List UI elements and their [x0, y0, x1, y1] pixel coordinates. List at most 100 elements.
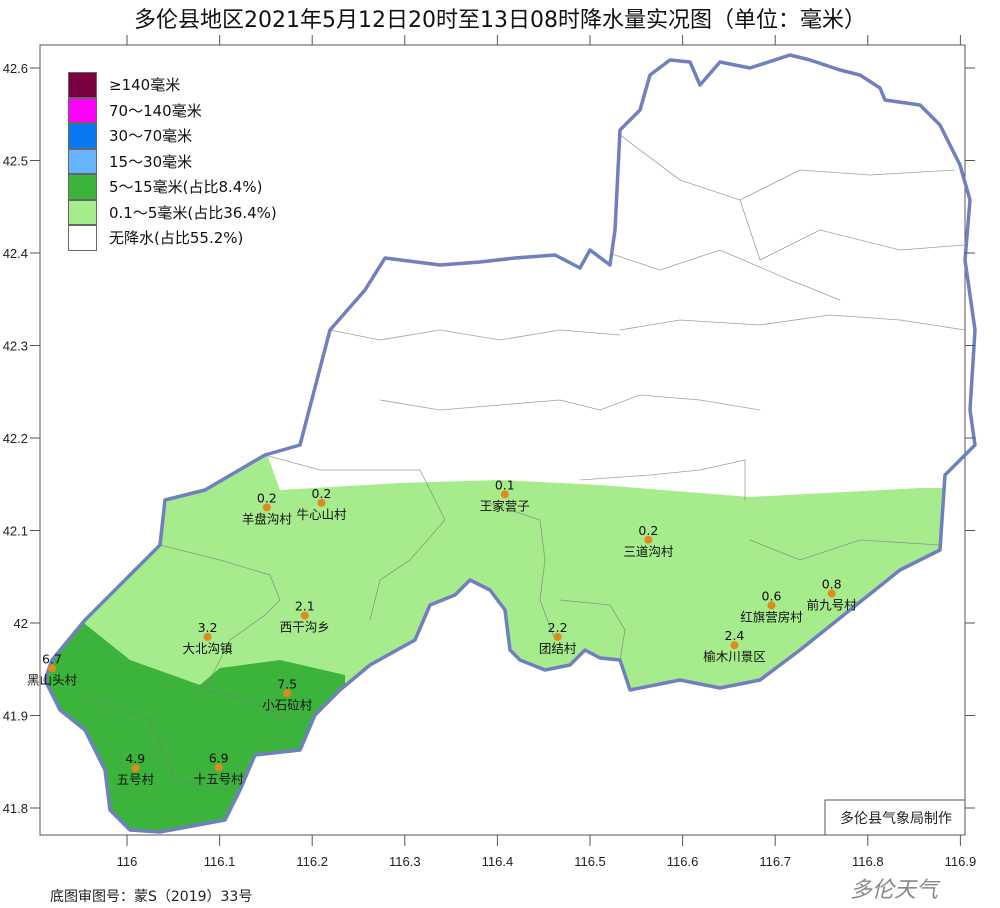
- lat-tick-label: 42.1: [3, 524, 28, 539]
- legend-item: 0.1～5毫米(占比36.4%): [68, 199, 277, 225]
- station-dot: [47, 664, 56, 673]
- station-dot: [283, 689, 292, 698]
- station: 0.2 牛心山村: [296, 486, 347, 522]
- legend-label: 无降水(占比55.2%): [109, 229, 244, 248]
- lat-tick-label: 42: [14, 616, 28, 631]
- station-value: 7.5: [277, 676, 297, 691]
- station-dot: [317, 498, 326, 507]
- station: 0.2 羊盘沟村: [242, 490, 293, 526]
- lon-tick-label: 116.6: [667, 854, 699, 869]
- station-dot: [262, 503, 271, 512]
- station-dot: [553, 632, 562, 641]
- station: 3.2 大北沟镇: [183, 620, 233, 656]
- station-name: 团结村: [539, 641, 577, 656]
- station-dot: [767, 601, 776, 610]
- legend-swatch: [68, 123, 97, 149]
- station-dot: [730, 641, 739, 650]
- lat-tick-label: 42.5: [3, 154, 28, 169]
- station-value: 3.2: [198, 620, 218, 635]
- station-name: 王家营子: [480, 498, 530, 513]
- legend-label: 0.1～5毫米(占比36.4%): [109, 203, 277, 222]
- station-value: 0.2: [257, 490, 277, 505]
- station: 2.4 榆木川景区: [703, 628, 766, 664]
- legend-swatch: [68, 72, 97, 98]
- legend-item: 15～30毫米: [68, 148, 277, 174]
- legend-item: 70～140毫米: [68, 97, 277, 123]
- axis-ticks: 116 116.1 116.2 116.3 116.4 116.5 116.6 116.7 11…: [3, 35, 977, 869]
- station-value: 2.1: [295, 599, 315, 614]
- legend-swatch: [68, 225, 97, 251]
- legend-label: ≥140毫米: [109, 76, 181, 95]
- station-name: 榆木川景区: [703, 649, 766, 664]
- station-value: 0.2: [312, 486, 332, 501]
- legend-item: 无降水(占比55.2%): [68, 225, 277, 251]
- station-dot: [203, 632, 212, 641]
- moderate-rain-zone: [45, 615, 345, 832]
- lat-tick-label: 41.8: [3, 801, 28, 816]
- station-dot: [214, 763, 223, 772]
- station-dot: [500, 490, 509, 499]
- legend-swatch: [68, 199, 97, 225]
- lon-tick-label: 116.5: [574, 854, 606, 869]
- lon-tick-label: 116.1: [204, 854, 236, 869]
- lon-tick-label: 116.9: [945, 854, 977, 869]
- credit-text: 多伦县气象局制作: [840, 811, 952, 827]
- station: 0.6 红旗营房村: [740, 588, 803, 624]
- lon-tick-label: 116.4: [482, 854, 514, 869]
- station: 4.9 五号村: [117, 751, 155, 787]
- map-title: 多伦县地区2021年5月12日20时至13日08时降水量实况图（单位：毫米）: [134, 8, 866, 33]
- legend-label: 30～70毫米: [109, 127, 193, 146]
- station-dot: [644, 535, 653, 544]
- lon-tick-label: 116: [117, 854, 138, 869]
- station: 2.1 西干沟乡: [280, 599, 330, 635]
- station: 2.2 团结村: [539, 620, 577, 656]
- station-value: 4.9: [125, 751, 145, 766]
- legend-item: ≥140毫米: [68, 72, 277, 98]
- lon-tick-label: 116.3: [389, 854, 421, 869]
- station: 6.7 黑山头村: [27, 651, 78, 687]
- station-value: 2.4: [725, 628, 745, 643]
- county-boundary: [43, 53, 977, 834]
- station-value: 2.2: [548, 620, 568, 635]
- station-value: 6.7: [42, 651, 62, 666]
- station: 0.8 前九号村: [807, 576, 858, 612]
- township-boundaries: [94, 134, 966, 791]
- station-value: 0.2: [638, 523, 658, 538]
- lat-tick-label: 41.9: [3, 709, 28, 724]
- station-name: 羊盘沟村: [242, 511, 293, 526]
- legend-item: 5～15毫米(占比8.4%): [68, 174, 277, 200]
- legend-swatch: [68, 174, 97, 200]
- station-dot: [131, 764, 140, 773]
- station-dot: [300, 611, 309, 620]
- map-approval-number: 底图审图号：蒙S（2019）33号: [50, 889, 253, 905]
- lat-tick-label: 42.2: [3, 431, 28, 446]
- station-value: 0.8: [822, 576, 842, 591]
- lon-tick-label: 116.8: [852, 854, 884, 869]
- lat-tick-label: 42.4: [3, 246, 28, 261]
- credit-box: [824, 799, 966, 836]
- legend-label: 15～30毫米: [109, 152, 193, 171]
- station: 7.5 小石砬村: [262, 676, 313, 712]
- lon-tick-label: 116.2: [296, 854, 328, 869]
- station-name: 十五号村: [194, 771, 245, 786]
- station: 0.1 王家营子: [480, 477, 530, 513]
- station-value: 0.1: [495, 477, 515, 492]
- legend-swatch: [68, 97, 97, 123]
- lon-tick-label: 116.7: [759, 854, 791, 869]
- lat-tick-label: 42.6: [3, 61, 28, 76]
- legend: ≥140毫米 70～140毫米 30～70毫米 15～30毫米 5～15毫米(占…: [68, 72, 277, 251]
- station-name: 小石砬村: [262, 697, 313, 712]
- station-name: 前九号村: [807, 597, 858, 612]
- station-name: 大北沟镇: [183, 641, 233, 656]
- station: 0.2 三道沟村: [623, 523, 674, 559]
- station-name: 三道沟村: [623, 544, 674, 559]
- station-name: 黑山头村: [27, 672, 78, 687]
- station-name: 牛心山村: [296, 507, 347, 522]
- station-value: 0.6: [762, 588, 782, 603]
- station-value: 6.9: [209, 750, 229, 765]
- legend-label: 70～140毫米: [109, 101, 202, 120]
- station-name: 红旗营房村: [740, 609, 803, 624]
- legend-label: 5～15毫米(占比8.4%): [109, 178, 263, 197]
- legend-item: 30～70毫米: [68, 123, 277, 149]
